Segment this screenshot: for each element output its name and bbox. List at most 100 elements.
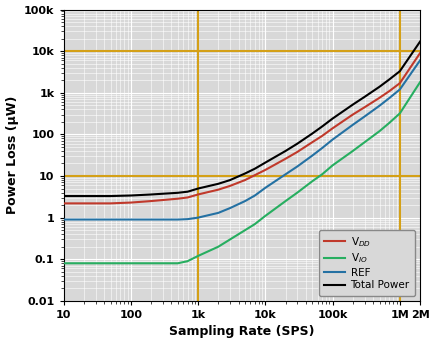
REF — [361, 115, 366, 119]
V$_{DD}$ — [160, 198, 165, 202]
Total Power — [262, 161, 267, 165]
Total Power — [329, 117, 335, 121]
V$_{DD}$ — [319, 134, 324, 138]
V$_{DD}$ — [128, 201, 133, 205]
V$_{IO}$ — [309, 179, 314, 183]
REF — [309, 153, 314, 158]
V$_{DD}$ — [227, 184, 232, 188]
REF — [386, 96, 391, 100]
REF — [349, 123, 355, 127]
V$_{DD}$ — [329, 126, 335, 130]
Total Power — [81, 194, 86, 198]
V$_{DD}$ — [294, 150, 299, 154]
Total Power — [175, 191, 180, 195]
V$_{DD}$ — [417, 51, 422, 55]
V$_{DD}$ — [148, 199, 153, 203]
V$_{DD}$ — [282, 157, 287, 161]
Total Power — [294, 142, 299, 146]
REF — [118, 217, 123, 222]
REF — [417, 58, 422, 63]
V$_{DD}$ — [81, 201, 86, 205]
Total Power — [108, 194, 113, 198]
V$_{DD}$ — [396, 81, 401, 85]
REF — [81, 217, 86, 222]
Legend: V$_{DD}$, V$_{IO}$, REF, Total Power: V$_{DD}$, V$_{IO}$, REF, Total Power — [319, 230, 414, 295]
V$_{DD}$ — [361, 105, 366, 109]
Total Power — [361, 95, 366, 99]
V$_{DD}$ — [309, 140, 314, 144]
V$_{IO}$ — [329, 163, 335, 168]
V$_{IO}$ — [282, 199, 287, 203]
REF — [252, 193, 257, 197]
V$_{DD}$ — [175, 197, 180, 201]
V$_{IO}$ — [227, 237, 232, 241]
V$_{IO}$ — [361, 140, 366, 144]
REF — [262, 186, 267, 190]
V$_{IO}$ — [242, 228, 247, 232]
V$_{IO}$ — [294, 191, 299, 195]
V$_{IO}$ — [93, 261, 98, 265]
REF — [61, 217, 66, 222]
V$_{IO}$ — [184, 259, 190, 263]
V$_{IO}$ — [118, 261, 123, 265]
V$_{IO}$ — [396, 111, 401, 116]
Total Power — [118, 194, 123, 198]
V$_{DD}$ — [93, 201, 98, 205]
Y-axis label: Power Loss (μW): Power Loss (μW) — [6, 96, 19, 214]
Total Power — [242, 171, 247, 175]
REF — [294, 164, 299, 169]
V$_{IO}$ — [349, 149, 355, 153]
V$_{DD}$ — [349, 112, 355, 117]
Total Power — [93, 194, 98, 198]
Total Power — [128, 193, 133, 197]
REF — [160, 217, 165, 222]
V$_{DD}$ — [195, 192, 200, 196]
V$_{DD}$ — [61, 201, 66, 205]
Line: V$_{IO}$: V$_{IO}$ — [63, 82, 419, 263]
Line: REF: REF — [63, 61, 419, 219]
Total Power — [61, 194, 66, 198]
Total Power — [184, 190, 190, 194]
V$_{IO}$ — [128, 261, 133, 265]
Total Power — [309, 131, 314, 136]
REF — [329, 138, 335, 142]
Total Power — [376, 85, 381, 89]
V$_{IO}$ — [376, 129, 381, 133]
V$_{IO}$ — [215, 245, 220, 249]
V$_{DD}$ — [118, 201, 123, 205]
V$_{DD}$ — [108, 201, 113, 205]
V$_{IO}$ — [195, 254, 200, 258]
REF — [227, 206, 232, 210]
X-axis label: Sampling Rate (SPS): Sampling Rate (SPS) — [169, 325, 314, 338]
REF — [376, 104, 381, 108]
Total Power — [319, 125, 324, 129]
V$_{IO}$ — [319, 172, 324, 176]
REF — [148, 217, 153, 222]
V$_{DD}$ — [252, 173, 257, 177]
REF — [396, 87, 401, 92]
V$_{IO}$ — [252, 222, 257, 226]
V$_{IO}$ — [417, 80, 422, 84]
Total Power — [252, 166, 257, 171]
Total Power — [148, 192, 153, 196]
V$_{IO}$ — [386, 121, 391, 125]
V$_{IO}$ — [148, 261, 153, 265]
Total Power — [396, 69, 401, 73]
REF — [93, 217, 98, 222]
Total Power — [417, 40, 422, 44]
V$_{DD}$ — [184, 195, 190, 200]
Total Power — [227, 178, 232, 182]
V$_{DD}$ — [386, 89, 391, 93]
Total Power — [282, 149, 287, 153]
Total Power — [349, 103, 355, 107]
V$_{IO}$ — [61, 261, 66, 265]
V$_{IO}$ — [175, 261, 180, 265]
REF — [242, 199, 247, 203]
Total Power — [195, 186, 200, 191]
V$_{DD}$ — [215, 187, 220, 192]
Total Power — [215, 182, 220, 186]
Line: Total Power: Total Power — [63, 42, 419, 196]
REF — [319, 146, 324, 150]
REF — [195, 216, 200, 220]
REF — [215, 211, 220, 215]
